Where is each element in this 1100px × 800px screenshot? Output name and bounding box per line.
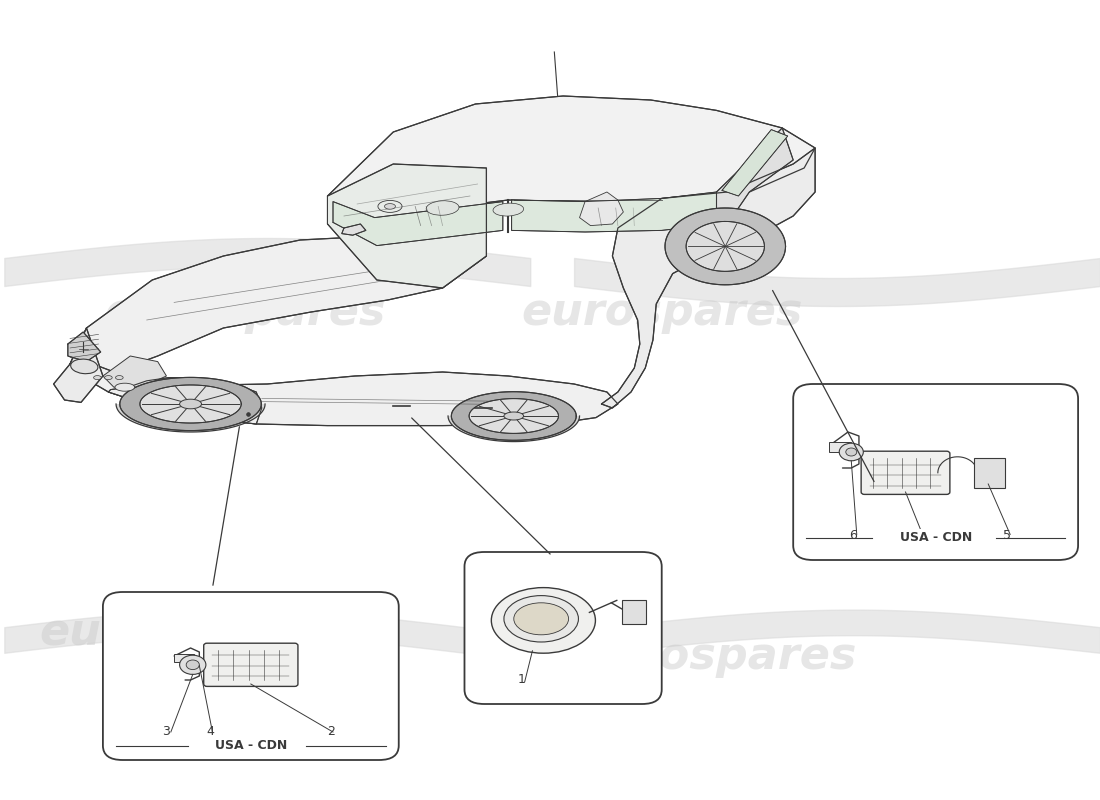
Ellipse shape [179, 399, 201, 409]
Polygon shape [342, 224, 366, 235]
Text: 4: 4 [207, 726, 215, 738]
Polygon shape [70, 236, 486, 376]
Bar [174, 654, 194, 662]
Polygon shape [109, 378, 262, 424]
Bar [623, 600, 647, 624]
Polygon shape [512, 192, 716, 232]
Circle shape [846, 448, 857, 456]
Polygon shape [328, 96, 815, 224]
Polygon shape [686, 222, 764, 271]
Polygon shape [117, 404, 265, 432]
Polygon shape [716, 128, 793, 224]
Bar [974, 458, 1004, 488]
FancyBboxPatch shape [861, 451, 950, 494]
Ellipse shape [493, 203, 524, 216]
Ellipse shape [504, 595, 579, 642]
Ellipse shape [116, 383, 134, 391]
Text: 6: 6 [849, 530, 857, 542]
Circle shape [179, 655, 206, 674]
Ellipse shape [116, 375, 123, 379]
Polygon shape [68, 332, 101, 362]
Text: eurospares: eurospares [575, 634, 857, 678]
Polygon shape [54, 328, 103, 402]
Text: eurospares: eurospares [104, 290, 386, 334]
Ellipse shape [385, 203, 396, 209]
Circle shape [186, 660, 199, 670]
Ellipse shape [104, 375, 112, 379]
Polygon shape [120, 378, 262, 430]
Ellipse shape [514, 603, 569, 635]
Text: 5: 5 [1003, 530, 1011, 542]
Polygon shape [328, 164, 486, 288]
Bar [829, 442, 851, 452]
Polygon shape [103, 356, 166, 387]
Polygon shape [602, 148, 815, 408]
Polygon shape [451, 392, 576, 440]
Text: 3: 3 [163, 726, 170, 738]
Text: 2: 2 [327, 726, 334, 738]
Ellipse shape [504, 412, 524, 420]
Polygon shape [722, 130, 788, 196]
Polygon shape [580, 192, 624, 226]
Polygon shape [333, 202, 503, 246]
Ellipse shape [94, 375, 101, 379]
Text: USA - CDN: USA - CDN [900, 531, 971, 544]
Polygon shape [666, 208, 785, 285]
FancyBboxPatch shape [204, 643, 298, 686]
Text: 1: 1 [517, 674, 526, 686]
Ellipse shape [426, 201, 459, 215]
Polygon shape [70, 362, 618, 426]
Ellipse shape [70, 359, 98, 374]
Text: eurospares: eurospares [39, 610, 320, 654]
Text: eurospares: eurospares [521, 290, 802, 334]
FancyBboxPatch shape [793, 384, 1078, 560]
Text: USA - CDN: USA - CDN [214, 739, 287, 752]
Polygon shape [469, 398, 559, 434]
FancyBboxPatch shape [464, 552, 662, 704]
Ellipse shape [492, 587, 595, 653]
FancyBboxPatch shape [103, 592, 398, 760]
Polygon shape [140, 385, 241, 423]
Text: 7: 7 [915, 530, 923, 542]
Polygon shape [448, 416, 580, 442]
Circle shape [839, 443, 864, 461]
